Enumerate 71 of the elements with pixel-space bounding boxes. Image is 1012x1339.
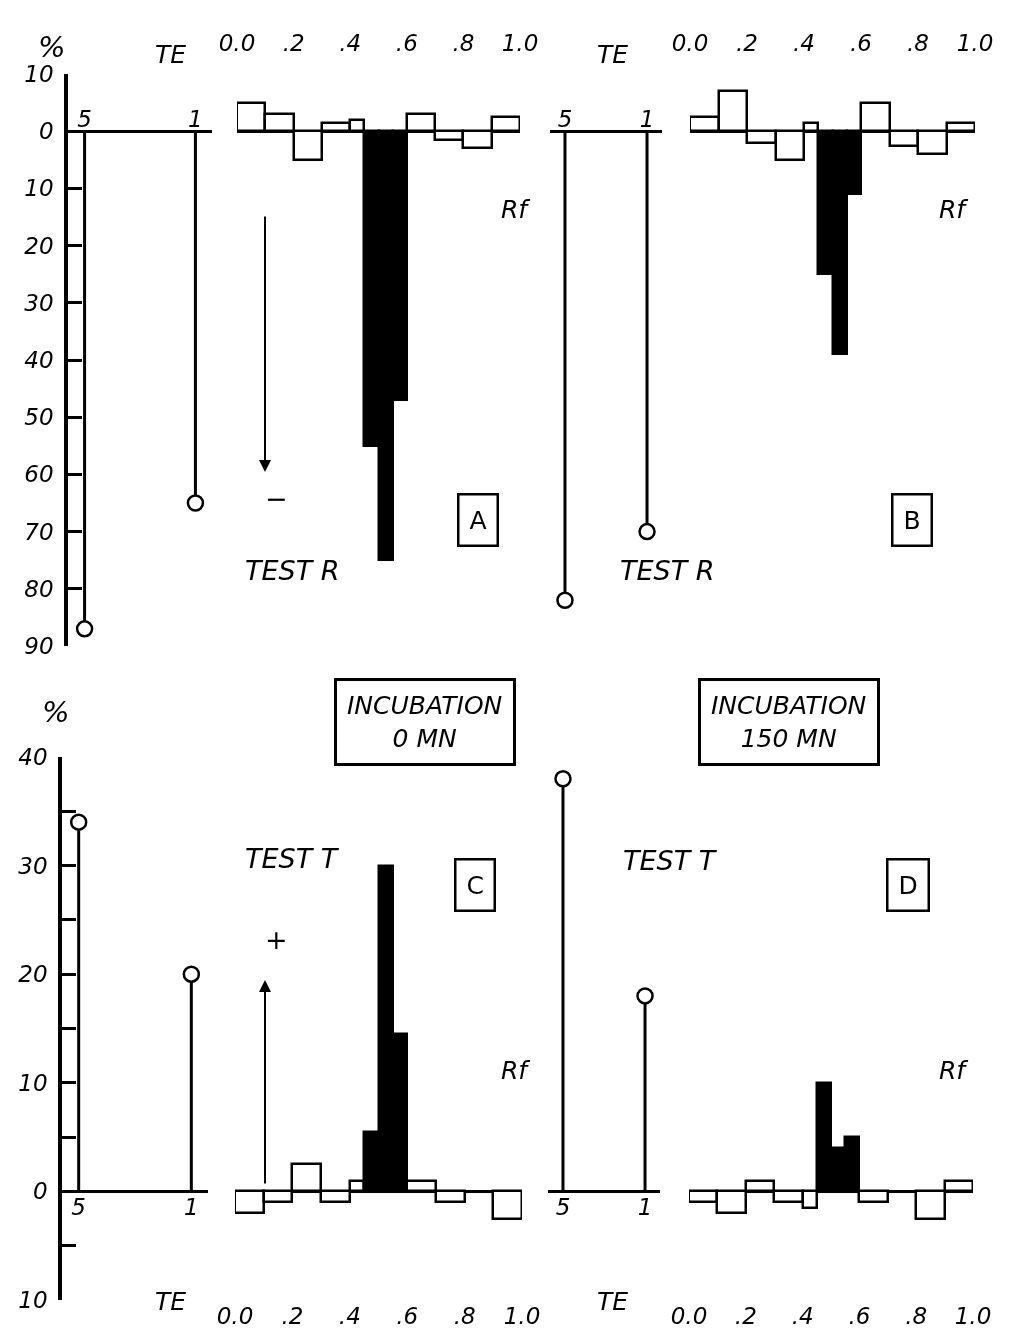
x-tick-label: .8 xyxy=(452,30,475,57)
x-tick-label: .2 xyxy=(734,1303,757,1329)
annotation: D xyxy=(898,870,918,900)
x-tick-label: .8 xyxy=(453,1303,476,1329)
annotation: C xyxy=(466,870,484,900)
y-tick-label: 10 xyxy=(24,175,54,202)
x-axis-title: TE xyxy=(155,40,187,69)
x-tick-label: 1 xyxy=(188,105,203,132)
y-tick-label: 40 xyxy=(18,744,48,771)
annotation: + xyxy=(265,924,288,955)
x-tick-label: .8 xyxy=(907,30,929,57)
x-tick-label: 1 xyxy=(637,1194,653,1221)
x-tick-label: .4 xyxy=(338,1303,361,1329)
y-tick-label: 10 xyxy=(24,61,54,88)
y-axis-title: % xyxy=(38,30,66,64)
annotation: TEST R xyxy=(245,555,340,586)
x-axis-title: TE xyxy=(597,40,629,69)
y-tick-label: 50 xyxy=(24,404,54,431)
x-axis-title: Rf xyxy=(939,195,969,224)
x-tick-label: 1.0 xyxy=(954,1303,992,1329)
x-axis-title: TE xyxy=(155,1287,187,1316)
annotation: B xyxy=(903,505,921,535)
x-tick-label: .2 xyxy=(281,1303,304,1329)
x-tick-label: 0.0 xyxy=(670,1303,708,1329)
x-tick-label: 0.0 xyxy=(218,30,256,57)
y-tick-label: 0 xyxy=(33,1178,48,1205)
y-axis-title: % xyxy=(42,695,70,729)
x-tick-label: .6 xyxy=(395,30,418,57)
y-tick-label: 20 xyxy=(18,961,48,988)
x-tick-label: .4 xyxy=(791,1303,814,1329)
x-axis-title: TE xyxy=(597,1287,629,1316)
annotation: TEST R xyxy=(620,555,715,586)
x-tick-label: .8 xyxy=(905,1303,928,1329)
x-tick-label: .6 xyxy=(396,1303,419,1329)
y-tick-label: 10 xyxy=(18,1069,48,1096)
x-tick-label: 5 xyxy=(77,105,92,132)
annotation: TEST T xyxy=(245,843,340,874)
x-tick-label: .2 xyxy=(282,30,305,57)
annotation: TEST T xyxy=(623,845,718,876)
text: INCUBATION 150 MN xyxy=(711,691,867,753)
x-tick-label: 1 xyxy=(639,105,655,132)
y-tick-label: 80 xyxy=(24,575,54,602)
y-tick-label: 60 xyxy=(24,461,54,488)
x-tick-label: .6 xyxy=(850,30,872,57)
x-tick-label: .4 xyxy=(339,30,362,57)
x-tick-label: 1 xyxy=(184,1194,199,1221)
text: INCUBATION 0 MN xyxy=(347,691,503,753)
x-tick-label: .2 xyxy=(736,30,758,57)
y-tick-label: 30 xyxy=(24,289,54,316)
x-tick-label: 0.0 xyxy=(216,1303,254,1329)
y-tick-label: 0 xyxy=(39,118,54,145)
x-tick-label: 5 xyxy=(71,1194,86,1221)
y-tick-label: 10 xyxy=(18,1287,48,1314)
x-tick-label: 1.0 xyxy=(956,30,994,57)
annotation: A xyxy=(469,505,487,535)
annotation: − xyxy=(265,483,288,514)
x-tick-label: .4 xyxy=(793,30,815,57)
x-tick-label: 5 xyxy=(557,105,573,132)
x-tick-label: 1.0 xyxy=(503,1303,541,1329)
y-tick-label: 30 xyxy=(18,852,48,879)
y-tick-label: 70 xyxy=(24,518,54,545)
y-tick-label: 20 xyxy=(24,232,54,259)
x-axis-title: Rf xyxy=(939,1056,969,1085)
y-tick-label: 40 xyxy=(24,347,54,374)
x-axis-title: Rf xyxy=(501,1056,531,1085)
x-axis-title: Rf xyxy=(501,195,531,224)
x-tick-label: 0.0 xyxy=(671,30,709,57)
x-tick-label: 5 xyxy=(555,1194,571,1221)
x-tick-label: 1.0 xyxy=(501,30,539,57)
y-tick-label: 90 xyxy=(24,633,54,660)
x-tick-label: .6 xyxy=(848,1303,871,1329)
